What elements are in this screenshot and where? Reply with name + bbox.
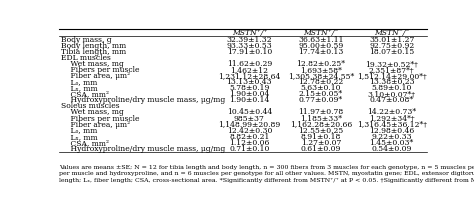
Text: Lₒ, mm: Lₒ, mm [61, 78, 98, 86]
Text: Fibers per muscle: Fibers per muscle [61, 66, 139, 74]
Text: Body length, mm: Body length, mm [61, 42, 127, 50]
Text: 1.27±0.07: 1.27±0.07 [301, 139, 341, 147]
Text: Hydroxyproline/dry muscle mass, μg/mg: Hydroxyproline/dry muscle mass, μg/mg [61, 145, 225, 153]
Text: 5.89±0.10: 5.89±0.10 [372, 84, 412, 92]
Text: Soleus muscles: Soleus muscles [61, 102, 120, 110]
Text: 1,185±33*: 1,185±33* [300, 115, 342, 123]
Text: 3.10±0.07*†: 3.10±0.07*† [368, 90, 416, 98]
Text: Lₒ, mm: Lₒ, mm [61, 127, 98, 135]
Text: Tibia length, mm: Tibia length, mm [61, 48, 127, 56]
Text: 14.22±0.73*: 14.22±0.73* [367, 109, 416, 117]
Text: 1,305.38±24.55*: 1,305.38±24.55* [288, 72, 354, 80]
Text: 0.61±0.09: 0.61±0.09 [301, 145, 341, 153]
Text: MSTN⁺/⁺: MSTN⁺/⁺ [232, 29, 267, 37]
Text: CSA, mm²: CSA, mm² [61, 90, 109, 98]
Text: Body mass, g: Body mass, g [61, 36, 112, 44]
Text: 12.82±0.25*: 12.82±0.25* [296, 60, 346, 68]
Text: 18.07±0.15: 18.07±0.15 [369, 48, 414, 56]
Text: 35.01±1.27: 35.01±1.27 [369, 36, 414, 44]
Text: 32.39±1.32: 32.39±1.32 [227, 36, 272, 44]
Text: 1,316.45±36.12*†: 1,316.45±36.12*† [357, 121, 427, 129]
Text: 17.91±0.10: 17.91±0.10 [227, 48, 272, 56]
Text: 1,231.12±28.64: 1,231.12±28.64 [218, 72, 281, 80]
Text: Lₓ, mm: Lₓ, mm [61, 84, 98, 92]
Text: 8.82±0.21: 8.82±0.21 [229, 133, 270, 141]
Text: Hydroxyproline/dry muscle mass, μg/mg: Hydroxyproline/dry muscle mass, μg/mg [61, 96, 225, 104]
Text: 1,162.28±20.66: 1,162.28±20.66 [290, 121, 352, 129]
Text: 1.90±0.04: 1.90±0.04 [229, 90, 270, 98]
Text: 1,512.14±29.00*†: 1,512.14±29.00*† [357, 72, 427, 80]
Text: 1,693±58*: 1,693±58* [300, 66, 342, 74]
Text: 93.33±0.53: 93.33±0.53 [227, 42, 272, 50]
Text: EDL muscles: EDL muscles [61, 54, 111, 62]
Text: Wet mass, mg: Wet mass, mg [61, 60, 124, 68]
Text: 11.62±0.29: 11.62±0.29 [227, 60, 272, 68]
Text: CSA, mm²: CSA, mm² [61, 139, 109, 147]
Text: 12.78±0.22: 12.78±0.22 [298, 78, 344, 86]
Text: 13.38±0.23: 13.38±0.23 [369, 78, 415, 86]
Text: 9.22±0.33: 9.22±0.33 [372, 133, 412, 141]
Text: 0.77±0.09*: 0.77±0.09* [299, 96, 343, 104]
Text: 12.42±0.30: 12.42±0.30 [227, 127, 272, 135]
Text: 17.74±0.13: 17.74±0.13 [298, 48, 344, 56]
Text: 5.78±0.19: 5.78±0.19 [229, 84, 270, 92]
Text: Wet mass, mg: Wet mass, mg [61, 109, 124, 117]
Text: 8.91±0.18: 8.91±0.18 [301, 133, 341, 141]
Text: 11.97±0.78: 11.97±0.78 [298, 109, 344, 117]
Text: Values are means ±SE; N = 12 for tibia length and body length, n = 300 fibers fr: Values are means ±SE; N = 12 for tibia l… [59, 165, 474, 183]
Text: 95.00±0.59: 95.00±0.59 [298, 42, 344, 50]
Text: Fibers per muscle: Fibers per muscle [61, 115, 139, 123]
Text: Lₓ, mm: Lₓ, mm [61, 133, 98, 141]
Text: 10.45±0.44: 10.45±0.44 [227, 109, 272, 117]
Text: 1.90±0.14: 1.90±0.14 [229, 96, 270, 104]
Text: 13.13±0.43: 13.13±0.43 [227, 78, 272, 86]
Text: 1,462±12: 1,462±12 [230, 66, 268, 74]
Text: 0.54±0.09: 0.54±0.09 [372, 145, 412, 153]
Text: MSTN⁻/⁻: MSTN⁻/⁻ [374, 29, 410, 37]
Text: MSTN⁺/⁻: MSTN⁺/⁻ [303, 29, 339, 37]
Text: Fiber area, μm²: Fiber area, μm² [61, 121, 130, 129]
Text: 0.71±0.10: 0.71±0.10 [229, 145, 270, 153]
Text: 1.45±0.03*: 1.45±0.03* [370, 139, 414, 147]
Text: 5.63±0.10: 5.63±0.10 [301, 84, 341, 92]
Text: 12.98±0.46: 12.98±0.46 [369, 127, 414, 135]
Text: 19.32±0.52*†: 19.32±0.52*† [365, 60, 418, 68]
Text: 2.15±0.05*: 2.15±0.05* [299, 90, 343, 98]
Text: 92.75±0.92: 92.75±0.92 [369, 42, 414, 50]
Text: 1.12±0.06: 1.12±0.06 [229, 139, 270, 147]
Text: 985±37: 985±37 [234, 115, 265, 123]
Text: 0.47±0.08*: 0.47±0.08* [370, 96, 414, 104]
Text: 1,292±34*†: 1,292±34*† [369, 115, 415, 123]
Text: 36.63±1.11: 36.63±1.11 [298, 36, 344, 44]
Text: Fiber area, μm²: Fiber area, μm² [61, 72, 130, 80]
Text: 1,148.99±20.89: 1,148.99±20.89 [218, 121, 281, 129]
Text: 2,351±87*†: 2,351±87*† [369, 66, 415, 74]
Text: 12.55±0.25: 12.55±0.25 [298, 127, 344, 135]
